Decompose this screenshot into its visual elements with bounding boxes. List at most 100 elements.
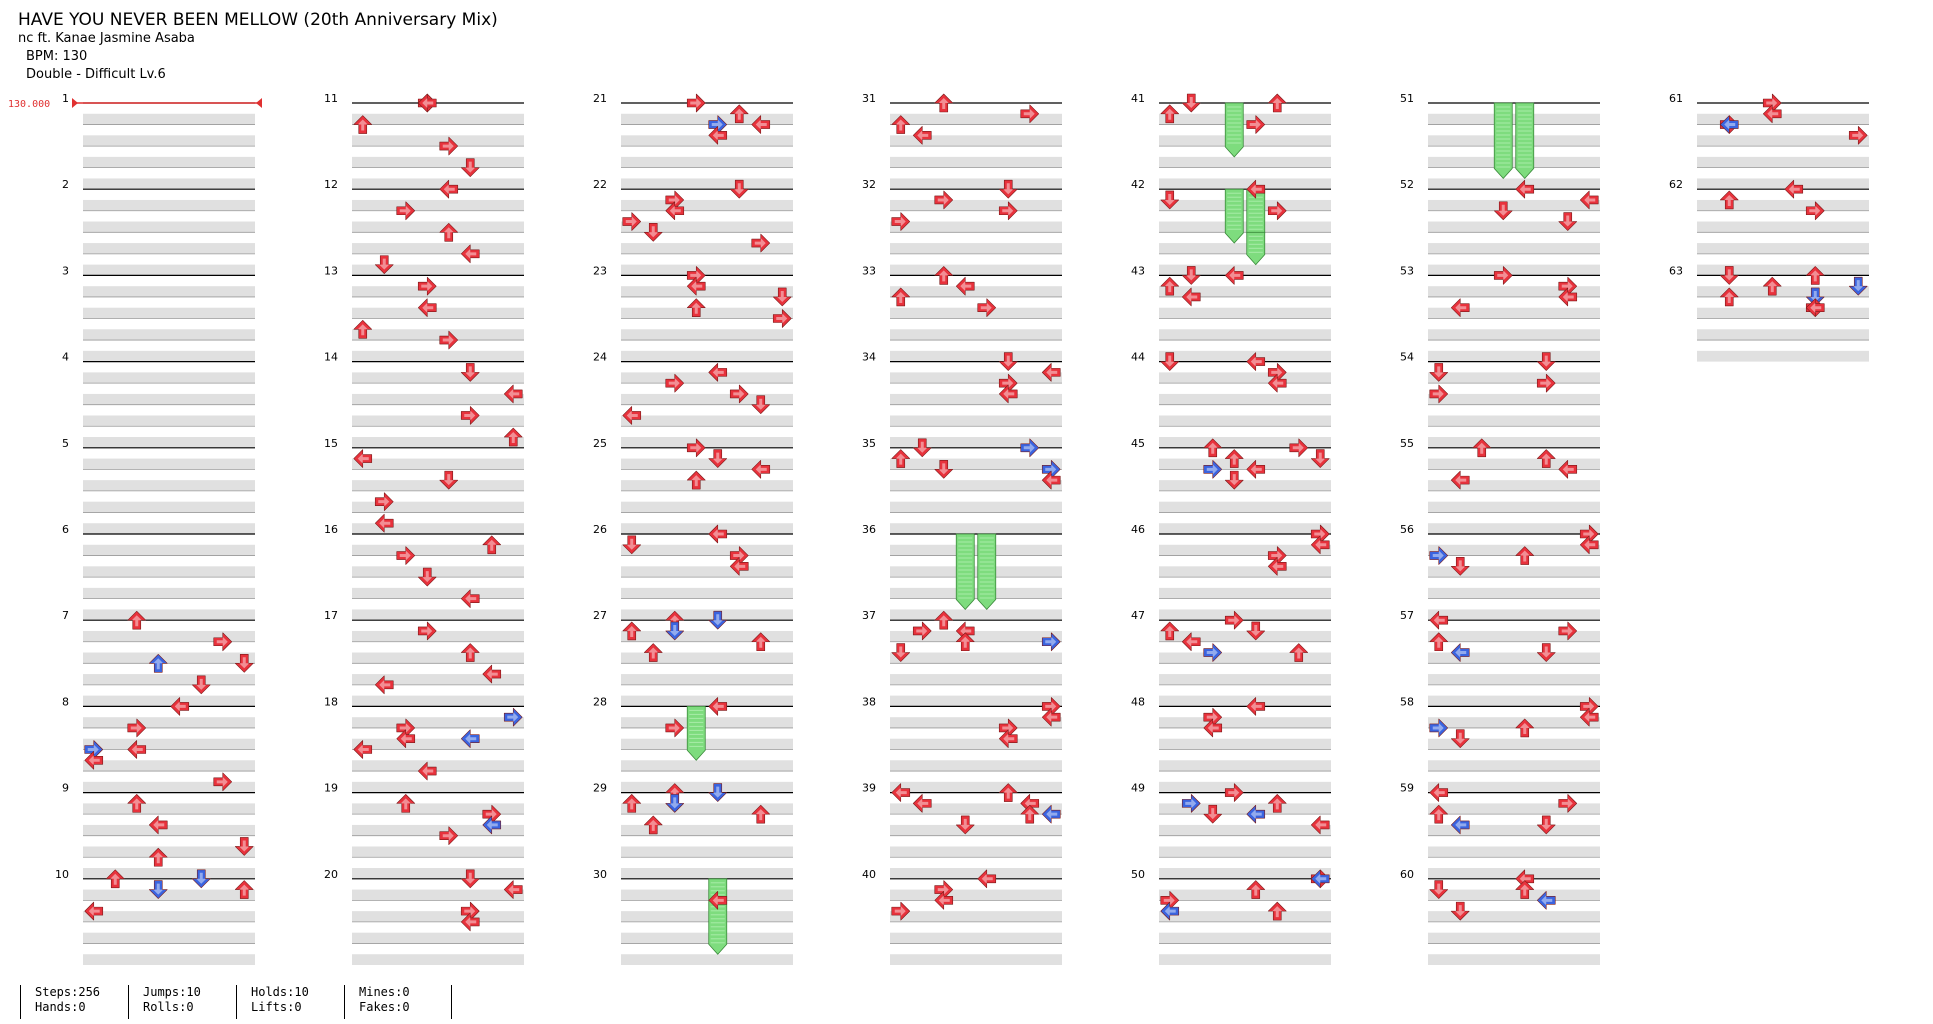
arrow-highlight (442, 141, 454, 152)
arrow-left-icon (1762, 104, 1782, 124)
arrow-shape (772, 309, 792, 328)
beat-band (890, 760, 1062, 772)
beat-band (1159, 393, 1331, 405)
beat-band (621, 243, 793, 254)
arrow-shape (1515, 718, 1535, 738)
beat-band (352, 781, 524, 793)
beat-band (1159, 738, 1331, 750)
arrow-highlight (1164, 108, 1175, 120)
arrow-shape (234, 880, 254, 899)
beat-band (352, 803, 524, 815)
arrow-left-icon (934, 891, 954, 910)
measure: 31 (862, 92, 1062, 190)
arrow-highlight (626, 538, 637, 550)
arrow-highlight (1561, 798, 1573, 809)
arrow-shape (1181, 632, 1201, 652)
arrow-shape (417, 567, 437, 587)
arrow-up-icon (934, 93, 954, 113)
arrow-left-icon (1805, 298, 1825, 318)
beat-band (1159, 113, 1331, 125)
measure: 30 (593, 868, 793, 965)
beat-band (1159, 544, 1331, 556)
beat-band (352, 889, 524, 901)
beat-band (890, 501, 1062, 513)
arrow-highlight (917, 441, 928, 453)
arrow-shape (622, 794, 642, 813)
beat-band (83, 307, 255, 319)
arrow-down-icon (1719, 266, 1739, 285)
measure-number: 62 (1669, 178, 1683, 191)
arrow-highlight (1046, 367, 1058, 378)
measure: 9 (62, 782, 255, 879)
arrow-highlight (508, 388, 520, 399)
arrow-shape (439, 826, 459, 846)
arrow-highlight (1455, 647, 1467, 658)
arrow-highlight (648, 226, 659, 238)
arrow-left-icon (170, 697, 190, 716)
arrow-highlight (712, 130, 724, 141)
arrow-shape (374, 255, 394, 274)
measure-number: 63 (1669, 264, 1683, 277)
arrow-right-icon (1224, 610, 1244, 630)
arrow-shape (1020, 104, 1040, 124)
arrow-highlight (712, 614, 723, 626)
arrow-highlight (1476, 442, 1487, 454)
measure: 27 (593, 609, 793, 707)
arrow-highlight (669, 615, 680, 627)
arrow-down-icon (1310, 449, 1330, 468)
arrow-left-icon (1160, 901, 1180, 921)
arrow-up-icon (439, 223, 459, 242)
arrow-highlight (755, 398, 766, 410)
arrow-right-icon (665, 718, 685, 738)
measure-number: 5 (62, 437, 69, 450)
arrow-left-icon (1267, 373, 1287, 393)
arrow-highlight (1562, 215, 1573, 227)
beat-band (621, 566, 793, 578)
arrow-shape (148, 847, 168, 867)
beat-band (890, 458, 1062, 470)
arrow-highlight (88, 906, 100, 917)
arrow-right-icon (1267, 201, 1287, 221)
arrow-shape (482, 664, 502, 684)
arrow-left-icon (977, 869, 997, 889)
measure-grid: 1234567891011121314151617181920212223242… (55, 92, 1869, 965)
beat-band (1428, 652, 1600, 664)
arrow-shape (396, 546, 416, 565)
arrow-highlight (625, 216, 637, 227)
beat-band (1159, 307, 1331, 319)
beat-band (1159, 480, 1331, 491)
beat-band (1159, 846, 1331, 858)
beat-band (352, 760, 524, 772)
arrow-down-icon (1160, 352, 1180, 371)
measure: 40 (862, 868, 1062, 965)
beat-band (621, 501, 793, 513)
beat-band (621, 372, 793, 384)
arrow-left-icon (503, 880, 523, 899)
beat-band (352, 178, 524, 190)
arrow-highlight (1724, 194, 1735, 206)
measure: 1 (62, 92, 255, 190)
beat-band (1428, 350, 1600, 362)
beat-band (1428, 480, 1600, 491)
beat-band (1428, 329, 1600, 341)
arrow-shape (127, 794, 147, 813)
arrow-shape (1536, 643, 1556, 662)
beat-band (1159, 243, 1331, 254)
arrow-highlight (1186, 636, 1198, 647)
arrow-left-icon (1579, 707, 1599, 727)
measure-number: 16 (324, 523, 338, 536)
stat-jumps: Jumps:10 (143, 985, 201, 999)
arrow-shape (891, 212, 911, 231)
arrow-highlight (1003, 183, 1014, 195)
beat-band (1428, 523, 1600, 534)
measure: 2 (62, 178, 255, 276)
arrow-highlight (691, 302, 702, 314)
arrow-shape (998, 201, 1018, 221)
arrow-highlight (895, 646, 906, 658)
arrow-down-icon (729, 179, 749, 199)
arrow-shape (729, 179, 749, 199)
arrow-up-icon (1472, 438, 1492, 458)
beat-band (83, 824, 255, 836)
arrow-right-icon (1020, 438, 1040, 458)
beat-band (621, 523, 793, 534)
